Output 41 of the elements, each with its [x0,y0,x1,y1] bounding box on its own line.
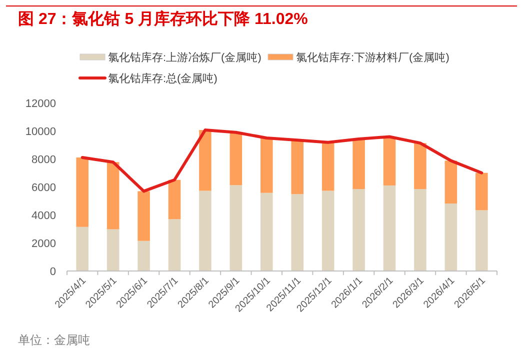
bar [414,189,426,271]
bar [322,190,334,271]
y-tick-label: 12000 [25,98,56,110]
bar [322,142,334,191]
bar [76,157,88,227]
bar [230,185,242,271]
bar [76,226,88,271]
bar [199,130,212,191]
bar [138,240,150,271]
bar [444,204,458,271]
bar [168,180,181,220]
y-tick-label: 10000 [25,126,56,138]
bar [352,189,365,271]
y-tick-label: 0 [50,266,56,278]
bar [352,138,365,190]
line-series [80,128,484,193]
bar [383,185,396,271]
legend-label: 氯化钴库存:下游材料厂(金属吨) [296,51,450,64]
bar [106,162,120,230]
y-tick-label: 2000 [32,238,56,250]
bar [168,219,181,271]
bar [291,194,304,271]
bar [476,210,488,271]
bar [414,143,426,190]
bar [383,136,396,186]
bar [230,132,242,186]
legend-label: 氯化钴库存:上游冶炼厂(金属吨) [108,51,262,64]
y-tick-label: 6000 [32,182,56,194]
bar [260,192,273,271]
bar [199,190,212,271]
legend-label: 氯化钴库存:总(金属吨) [108,72,218,85]
bar [106,229,120,271]
bar [260,138,273,193]
bar [476,172,488,210]
bar [444,160,458,204]
y-tick-label: 4000 [32,210,56,222]
bar [138,191,150,241]
text: 单位：金属吨 [18,333,90,347]
y-tick-label: 8000 [32,154,56,166]
chart-title: 图 27：氯化钴 5 月库存环比下降 11.02% [18,10,308,28]
bar [291,140,304,194]
